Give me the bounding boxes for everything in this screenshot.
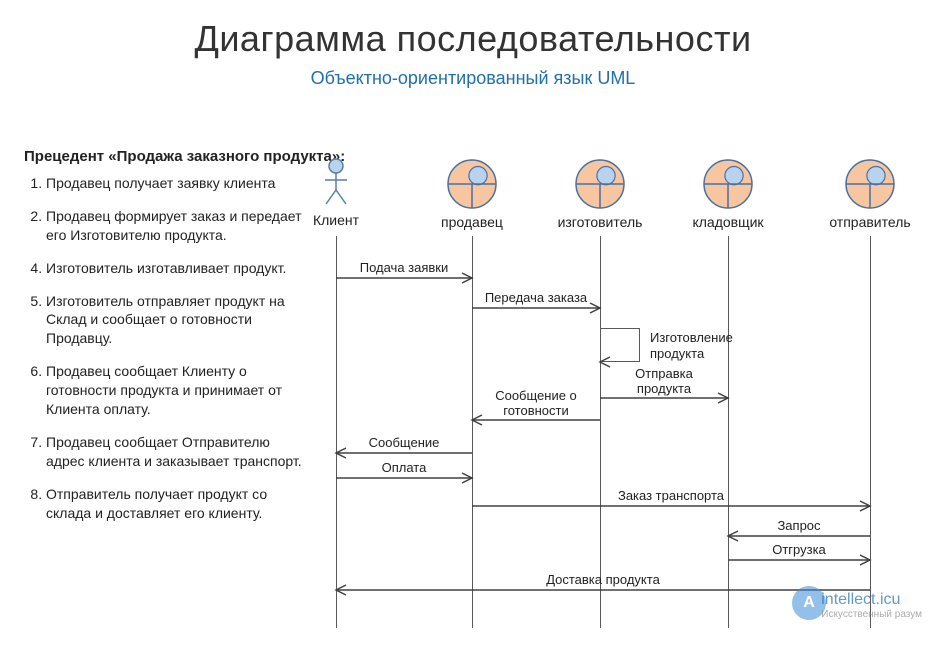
actor-icon: [321, 158, 351, 208]
page-title: Диаграмма последовательности: [0, 18, 946, 60]
message-label: Доставка продукта: [336, 572, 870, 587]
lifeline-client: [336, 236, 337, 628]
step-item: Изготовитель изготавливает продукт.: [46, 259, 304, 278]
watermark-tagline: Искусственный разум: [821, 609, 922, 620]
boundary-icon: [702, 158, 754, 210]
participant-label: кладовщик: [678, 214, 778, 230]
message-label: Изготовлениепродукта: [650, 330, 770, 361]
message-label: Подача заявки: [336, 260, 472, 275]
lifeline-manufacturer: [600, 236, 601, 628]
message-label: Сообщение: [336, 435, 472, 450]
step-item: Продавец сообщает Клиенту о готовности п…: [46, 362, 304, 419]
participant-sender: отправитель: [820, 158, 920, 230]
boundary-icon: [574, 158, 626, 210]
participant-storekeeper: кладовщик: [678, 158, 778, 230]
boundary-icon: [446, 158, 498, 210]
participant-seller: продавец: [422, 158, 522, 230]
participant-label: продавец: [422, 214, 522, 230]
boundary-icon: [844, 158, 896, 210]
step-item: Продавец получает заявку клиента: [46, 174, 304, 193]
step-item: Отправитель получает продукт со склада и…: [46, 485, 304, 523]
step-item: Продавец сообщает Отправителю адрес клие…: [46, 433, 304, 471]
message-label: Передача заказа: [472, 290, 600, 305]
sequence-diagram: Клиент продавец изготовитель кладовщик о…: [310, 158, 930, 628]
lifeline-sender: [870, 236, 871, 628]
participant-client: Клиент: [286, 158, 386, 228]
step-item: Продавец формирует заказ и передает его …: [46, 207, 304, 245]
message-label: Отправкапродукта: [600, 366, 728, 396]
message-label: Отгрузка: [728, 542, 870, 557]
participant-label: изготовитель: [550, 214, 650, 230]
message-label: Сообщение оготовности: [472, 388, 600, 418]
page-subtitle: Объектно-ориентированный язык UML: [0, 68, 946, 89]
watermark-brand: intellect.icu: [821, 591, 922, 609]
participant-manufacturer: изготовитель: [550, 158, 650, 230]
message-label: Запрос: [728, 518, 870, 533]
participant-label: Клиент: [286, 212, 386, 228]
steps-list: Продавец получает заявку клиента Продавец…: [24, 174, 304, 536]
lifeline-storekeeper: [728, 236, 729, 628]
watermark: intellect.icu Искусственный разум: [821, 591, 922, 620]
step-item: Изготовитель отправляет продукт на Склад…: [46, 292, 304, 349]
message-label: Оплата: [336, 460, 472, 475]
participant-label: отправитель: [820, 214, 920, 230]
message-label: Заказ транспорта: [472, 488, 870, 503]
